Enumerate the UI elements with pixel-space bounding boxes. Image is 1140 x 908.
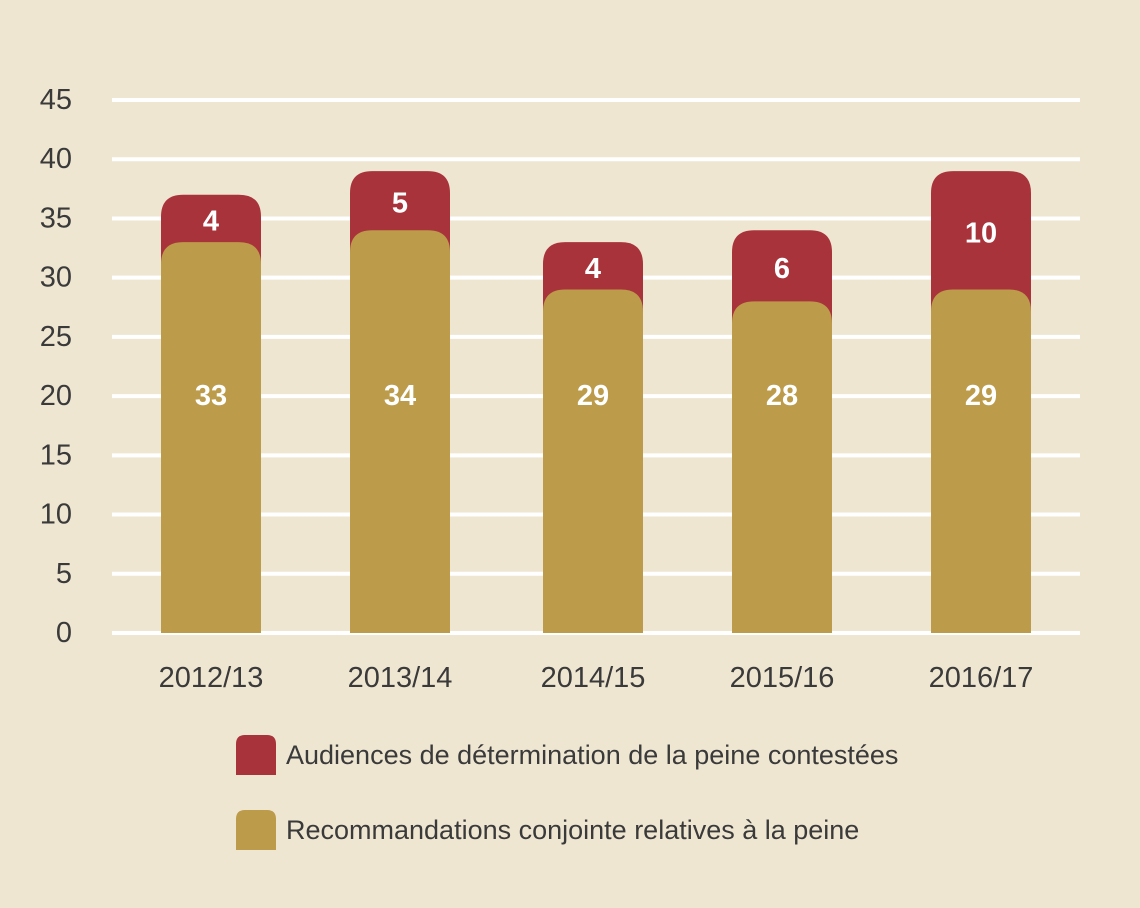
bar-segment-contested [732,230,832,324]
legend-label: Recommandations conjointe relatives à la… [286,815,859,845]
data-labels: 4 33 5 34 4 29 6 28 10 29 [195,188,997,412]
y-tick-label: 5 [56,558,72,590]
data-label-contested: 4 [585,253,601,285]
data-label-joint: 33 [195,380,227,412]
data-label-joint: 29 [965,380,997,412]
x-tick-label: 2014/15 [541,662,646,694]
data-label-contested: 4 [203,205,219,237]
y-tick-label: 0 [56,617,72,649]
y-tick-label: 25 [40,321,72,353]
x-tick-label: 2012/13 [159,662,264,694]
y-tick-label: 30 [40,262,72,294]
y-tick-label: 35 [40,202,72,234]
bars [161,171,1031,634]
bar-segment-joint [931,289,1031,633]
y-axis-ticks: 0 5 10 15 20 25 30 35 40 45 [40,84,72,649]
data-label-contested: 5 [392,188,408,220]
data-label-joint: 28 [766,380,798,412]
x-tick-label: 2013/14 [348,662,453,694]
y-tick-label: 20 [40,380,72,412]
data-label-joint: 34 [384,380,416,412]
bar-segment-joint [350,230,450,634]
y-tick-label: 15 [40,439,72,471]
data-label-contested: 10 [965,217,997,249]
data-label-contested: 6 [774,253,790,285]
legend-swatch [236,810,276,850]
y-tick-label: 40 [40,143,72,175]
bar-segment-joint [732,301,832,633]
y-tick-label: 10 [40,499,72,531]
legend-label: Audiences de détermination de la peine c… [286,740,898,770]
x-tick-label: 2016/17 [929,662,1034,694]
x-axis-ticks: 2012/13 2013/14 2014/15 2015/16 2016/17 [159,662,1034,694]
y-tick-label: 45 [40,84,72,116]
bar-segment-joint [543,289,643,633]
bar-segment-contested [931,171,1031,312]
data-label-joint: 29 [577,380,609,412]
x-tick-label: 2015/16 [730,662,835,694]
legend-swatch [236,735,276,775]
bar-segment-joint [161,242,261,633]
legend: Audiences de détermination de la peine c… [236,735,898,850]
